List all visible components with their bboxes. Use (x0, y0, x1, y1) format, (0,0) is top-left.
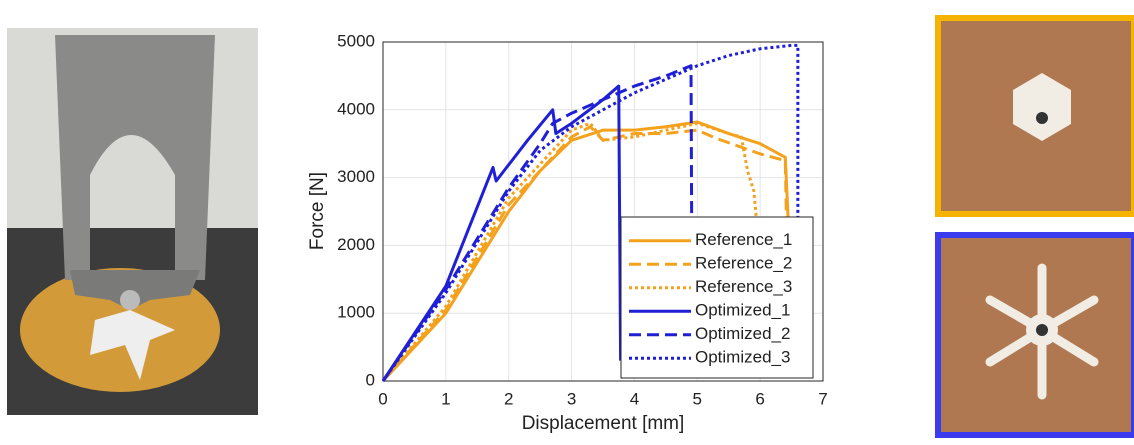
y-tick-label: 3000 (337, 167, 375, 186)
series-line (381, 125, 789, 382)
y-tick-label: 2000 (337, 235, 375, 254)
legend-label: Optimized_3 (695, 348, 790, 367)
legend-box (620, 216, 814, 379)
legend-label: Reference_1 (695, 230, 792, 249)
x-tick-label: 1 (441, 389, 450, 408)
y-tick-label: 1000 (337, 303, 375, 322)
legend-label: Optimized_2 (695, 324, 790, 343)
x-tick-label: 5 (693, 389, 702, 408)
series-line (381, 120, 790, 383)
x-tick-label: 2 (504, 389, 513, 408)
x-tick-label: 0 (378, 389, 387, 408)
y-tick-label: 4000 (337, 99, 375, 118)
series-line (381, 121, 759, 382)
optimized-photo (935, 232, 1134, 438)
x-tick-label: 6 (755, 389, 764, 408)
series-line (381, 43, 800, 382)
x-tick-label: 7 (818, 389, 827, 408)
legend-label: Reference_3 (695, 277, 792, 296)
test-rig-photo (7, 28, 258, 415)
y-axis-label: Force [N] (307, 172, 328, 250)
y-tick-label: 5000 (337, 31, 375, 50)
x-tick-label: 3 (567, 389, 576, 408)
y-tick-label: 0 (366, 370, 375, 389)
series-line (381, 64, 694, 382)
x-tick-label: 4 (630, 389, 639, 408)
legend-label: Optimized_1 (695, 301, 790, 320)
series-line (381, 84, 623, 382)
plot-frame (382, 41, 824, 382)
legend-label: Reference_2 (695, 254, 792, 273)
reference-photo (935, 15, 1134, 217)
x-axis-label: Displacement [mm] (522, 413, 685, 434)
